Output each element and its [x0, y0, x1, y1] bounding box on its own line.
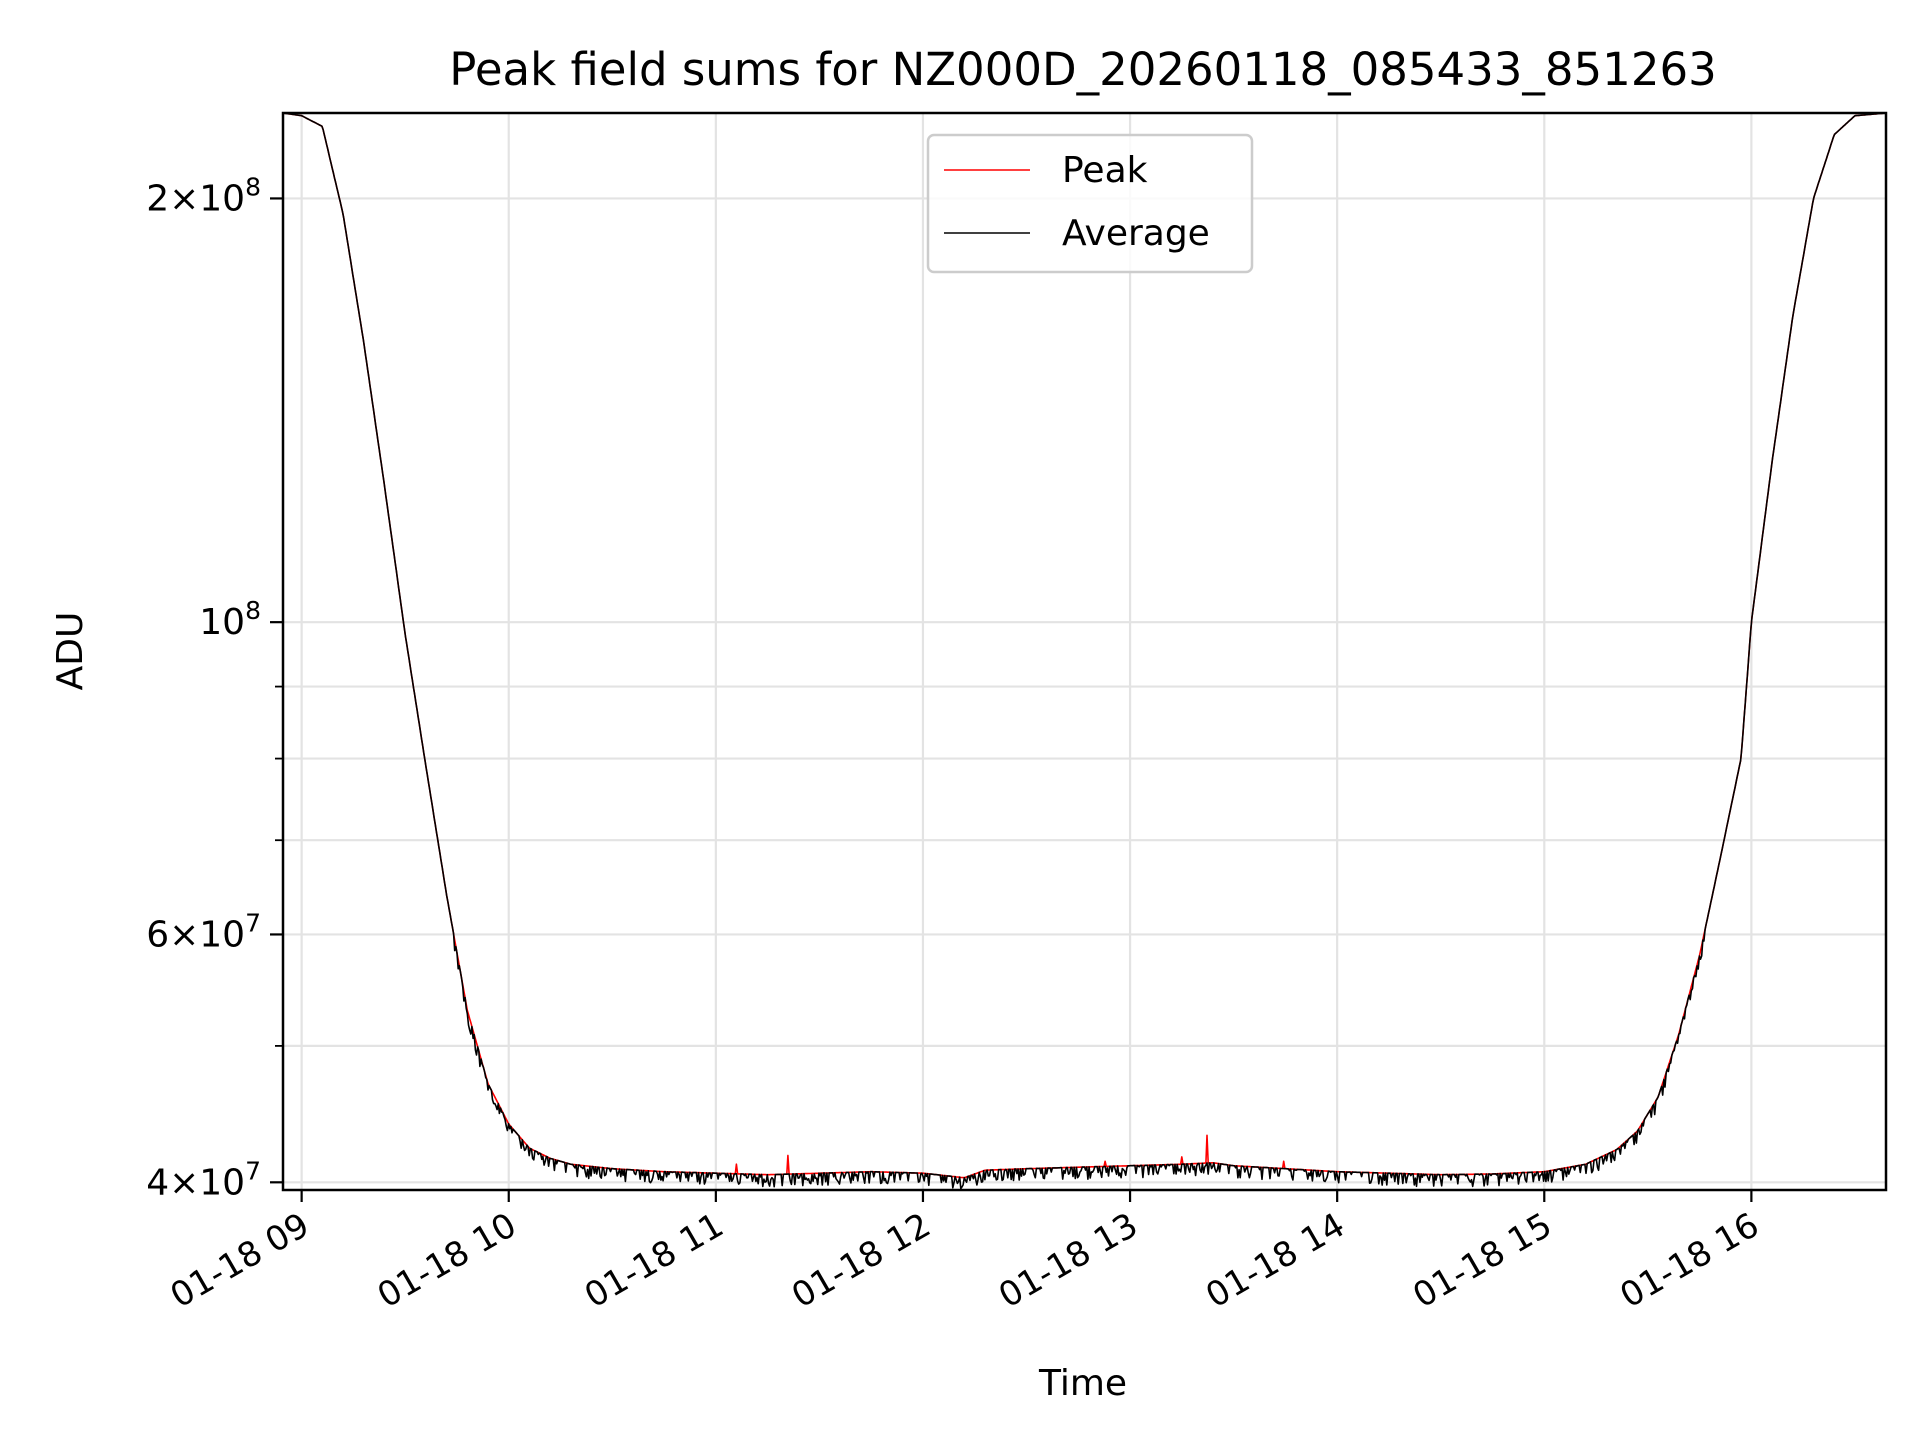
x-axis-label: Time: [1038, 1363, 1127, 1404]
legend: Peak Average: [926, 133, 1254, 274]
y-axis-label: ADU: [50, 612, 91, 691]
y-tick-label: 6×107: [146, 908, 261, 955]
y-tick-label: 4×107: [146, 1156, 261, 1203]
legend-label-peak: Peak: [1062, 150, 1148, 191]
chart-title: Peak field sums for NZ000D_20260118_0854…: [449, 43, 1716, 96]
legend-label-average: Average: [1062, 213, 1210, 254]
series-line-average: [282, 112, 1887, 1190]
grid: [283, 113, 1886, 1190]
series-layer: [282, 112, 1887, 1190]
plot-frame: [281, 111, 1888, 1192]
y-tick-label: 108: [199, 596, 261, 643]
y-tick-label: 2×108: [146, 172, 261, 219]
